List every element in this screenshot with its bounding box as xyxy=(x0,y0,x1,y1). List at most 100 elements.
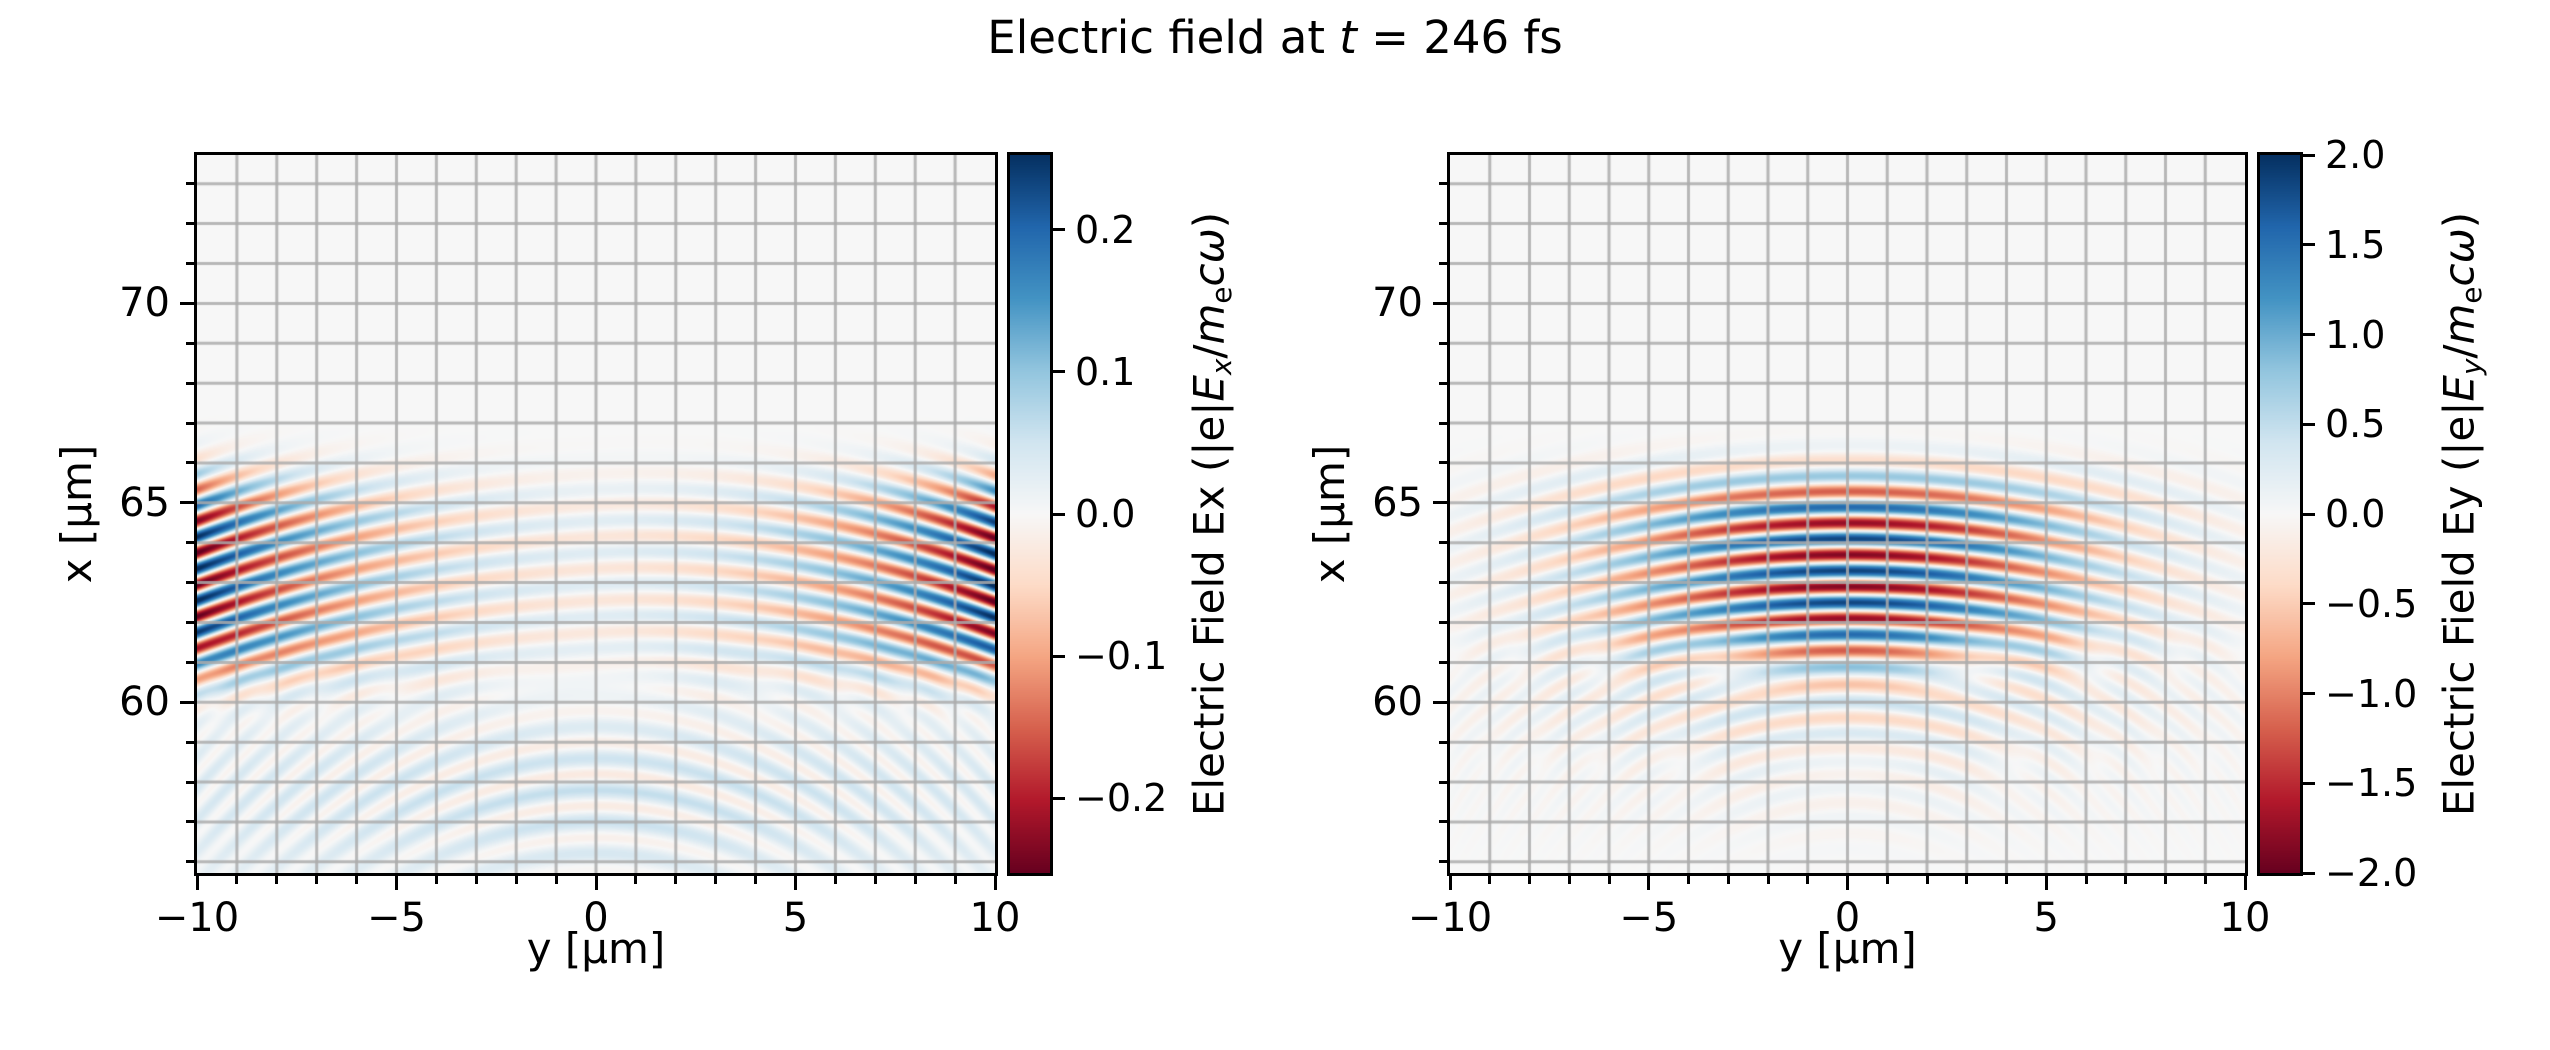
y-minor-tick xyxy=(186,461,194,465)
colorbar-tick-label: 1.0 xyxy=(2325,312,2386,357)
label-segment: Electric Field Ex (|e| xyxy=(1184,401,1234,817)
label-segment: ) xyxy=(2434,211,2484,229)
colorbar-tick-label: 0.2 xyxy=(1075,207,1136,252)
label-segment: / xyxy=(2434,344,2484,359)
x-minor-tick xyxy=(913,876,917,884)
ylabel-ey: x [μm] xyxy=(1305,444,1354,584)
colorbar-tick xyxy=(2303,692,2315,695)
y-minor-tick xyxy=(186,381,194,385)
colorbar-tick-label: −0.2 xyxy=(1075,776,1168,821)
colorbar-tick-label: −2.0 xyxy=(2325,851,2418,895)
axes-ey xyxy=(1447,152,2248,876)
y-minor-tick xyxy=(186,261,194,265)
y-minor-tick xyxy=(186,780,194,784)
y-minor-tick xyxy=(186,581,194,585)
x-tick-label: 0 xyxy=(583,895,609,941)
y-major-tick xyxy=(1433,501,1447,505)
x-minor-tick xyxy=(674,876,678,884)
x-minor-tick xyxy=(714,876,718,884)
label-segment: ) xyxy=(1184,211,1234,229)
heatmap-ey-canvas xyxy=(1450,155,2245,873)
y-tick-label: 65 xyxy=(119,479,170,526)
colorbar-tick xyxy=(1053,796,1065,800)
colorbar-tick-label: 0.0 xyxy=(1075,492,1136,536)
label-segment: t xyxy=(1339,11,1357,64)
y-minor-tick xyxy=(1439,461,1447,465)
label-segment: Electric field at xyxy=(987,11,1340,64)
x-minor-tick xyxy=(474,876,478,884)
y-minor-tick xyxy=(186,341,194,345)
x-tick-label: −10 xyxy=(154,895,240,941)
x-minor-tick xyxy=(2084,876,2088,884)
x-minor-tick xyxy=(1766,876,1770,884)
x-major-tick xyxy=(2044,876,2048,890)
colorbar-tick xyxy=(2303,781,2315,785)
colorbar-tick-label: 2.0 xyxy=(2325,133,2386,177)
x-major-tick xyxy=(794,876,797,890)
y-minor-tick xyxy=(1439,261,1447,265)
colorbar-label-ex: Electric Field Ex (|e|Ex/mecω) xyxy=(1184,212,1238,816)
x-minor-tick xyxy=(1925,876,1929,884)
colorbar-tick-label: 0.5 xyxy=(2325,402,2386,447)
y-tick-label: 70 xyxy=(1372,280,1423,327)
heatmap-ex-canvas xyxy=(197,155,995,873)
x-major-tick xyxy=(1647,876,1651,890)
colorbar-tick xyxy=(1053,654,1065,658)
label-segment: m xyxy=(1184,303,1234,345)
x-tick-label: 5 xyxy=(2033,895,2059,941)
x-minor-tick xyxy=(2124,876,2128,884)
y-tick-label: 60 xyxy=(119,679,170,726)
colorbar-tick xyxy=(1053,228,1065,232)
x-minor-tick xyxy=(2005,876,2008,884)
y-minor-tick xyxy=(1439,860,1447,864)
colorbar-tick xyxy=(1053,512,1065,516)
y-minor-tick xyxy=(1439,541,1447,545)
x-minor-tick xyxy=(953,876,957,884)
colorbar-tick-label: 1.5 xyxy=(2325,222,2386,267)
colorbar-tick xyxy=(1053,370,1065,374)
label-segment: m xyxy=(2434,303,2484,345)
y-minor-tick xyxy=(1439,222,1447,226)
label-segment: / xyxy=(1184,344,1234,359)
colorbar-tick-label: −1.5 xyxy=(2325,761,2418,806)
xlabel-ey: y [μm] xyxy=(1778,924,1917,973)
x-major-tick xyxy=(2243,876,2247,890)
colorbar-tick xyxy=(2303,243,2315,247)
y-major-tick xyxy=(180,700,194,704)
y-major-tick xyxy=(180,501,194,505)
x-minor-tick xyxy=(275,876,279,884)
y-minor-tick xyxy=(186,541,194,545)
y-minor-tick xyxy=(1439,780,1447,784)
colorbar-tick-label: 0.0 xyxy=(2325,492,2386,536)
ylabel-ex: x [μm] xyxy=(52,444,101,584)
x-minor-tick xyxy=(235,876,239,884)
x-major-tick xyxy=(594,876,598,890)
x-tick-label: 5 xyxy=(782,895,809,941)
colorbar-tick-label: −0.5 xyxy=(2325,581,2418,626)
label-segment: ω xyxy=(1184,228,1234,264)
label-segment: E xyxy=(2434,375,2484,402)
label-segment: e xyxy=(2455,286,2489,304)
x-minor-tick xyxy=(434,876,438,884)
xlabel-ex: y [μm] xyxy=(526,924,666,973)
y-major-tick xyxy=(1433,700,1447,704)
y-minor-tick xyxy=(1439,660,1447,664)
x-minor-tick xyxy=(315,876,319,884)
x-major-tick xyxy=(993,876,997,890)
y-minor-tick xyxy=(1439,581,1447,585)
x-minor-tick xyxy=(1567,876,1571,884)
colorbar-ey xyxy=(2257,152,2303,876)
y-major-tick xyxy=(180,301,194,305)
y-minor-tick xyxy=(1439,740,1447,744)
label-segment: = 246 fs xyxy=(1356,11,1563,64)
y-minor-tick xyxy=(1439,820,1447,824)
x-minor-tick xyxy=(833,876,837,884)
x-tick-label: −5 xyxy=(1619,895,1679,941)
x-tick-label: 10 xyxy=(969,895,1021,941)
y-major-tick xyxy=(1433,301,1447,305)
x-minor-tick xyxy=(554,876,558,884)
colorbar-tick-label: −1.0 xyxy=(2325,671,2418,716)
label-segment: E xyxy=(1184,375,1234,402)
y-minor-tick xyxy=(1439,381,1447,385)
y-tick-label: 60 xyxy=(1372,679,1423,726)
